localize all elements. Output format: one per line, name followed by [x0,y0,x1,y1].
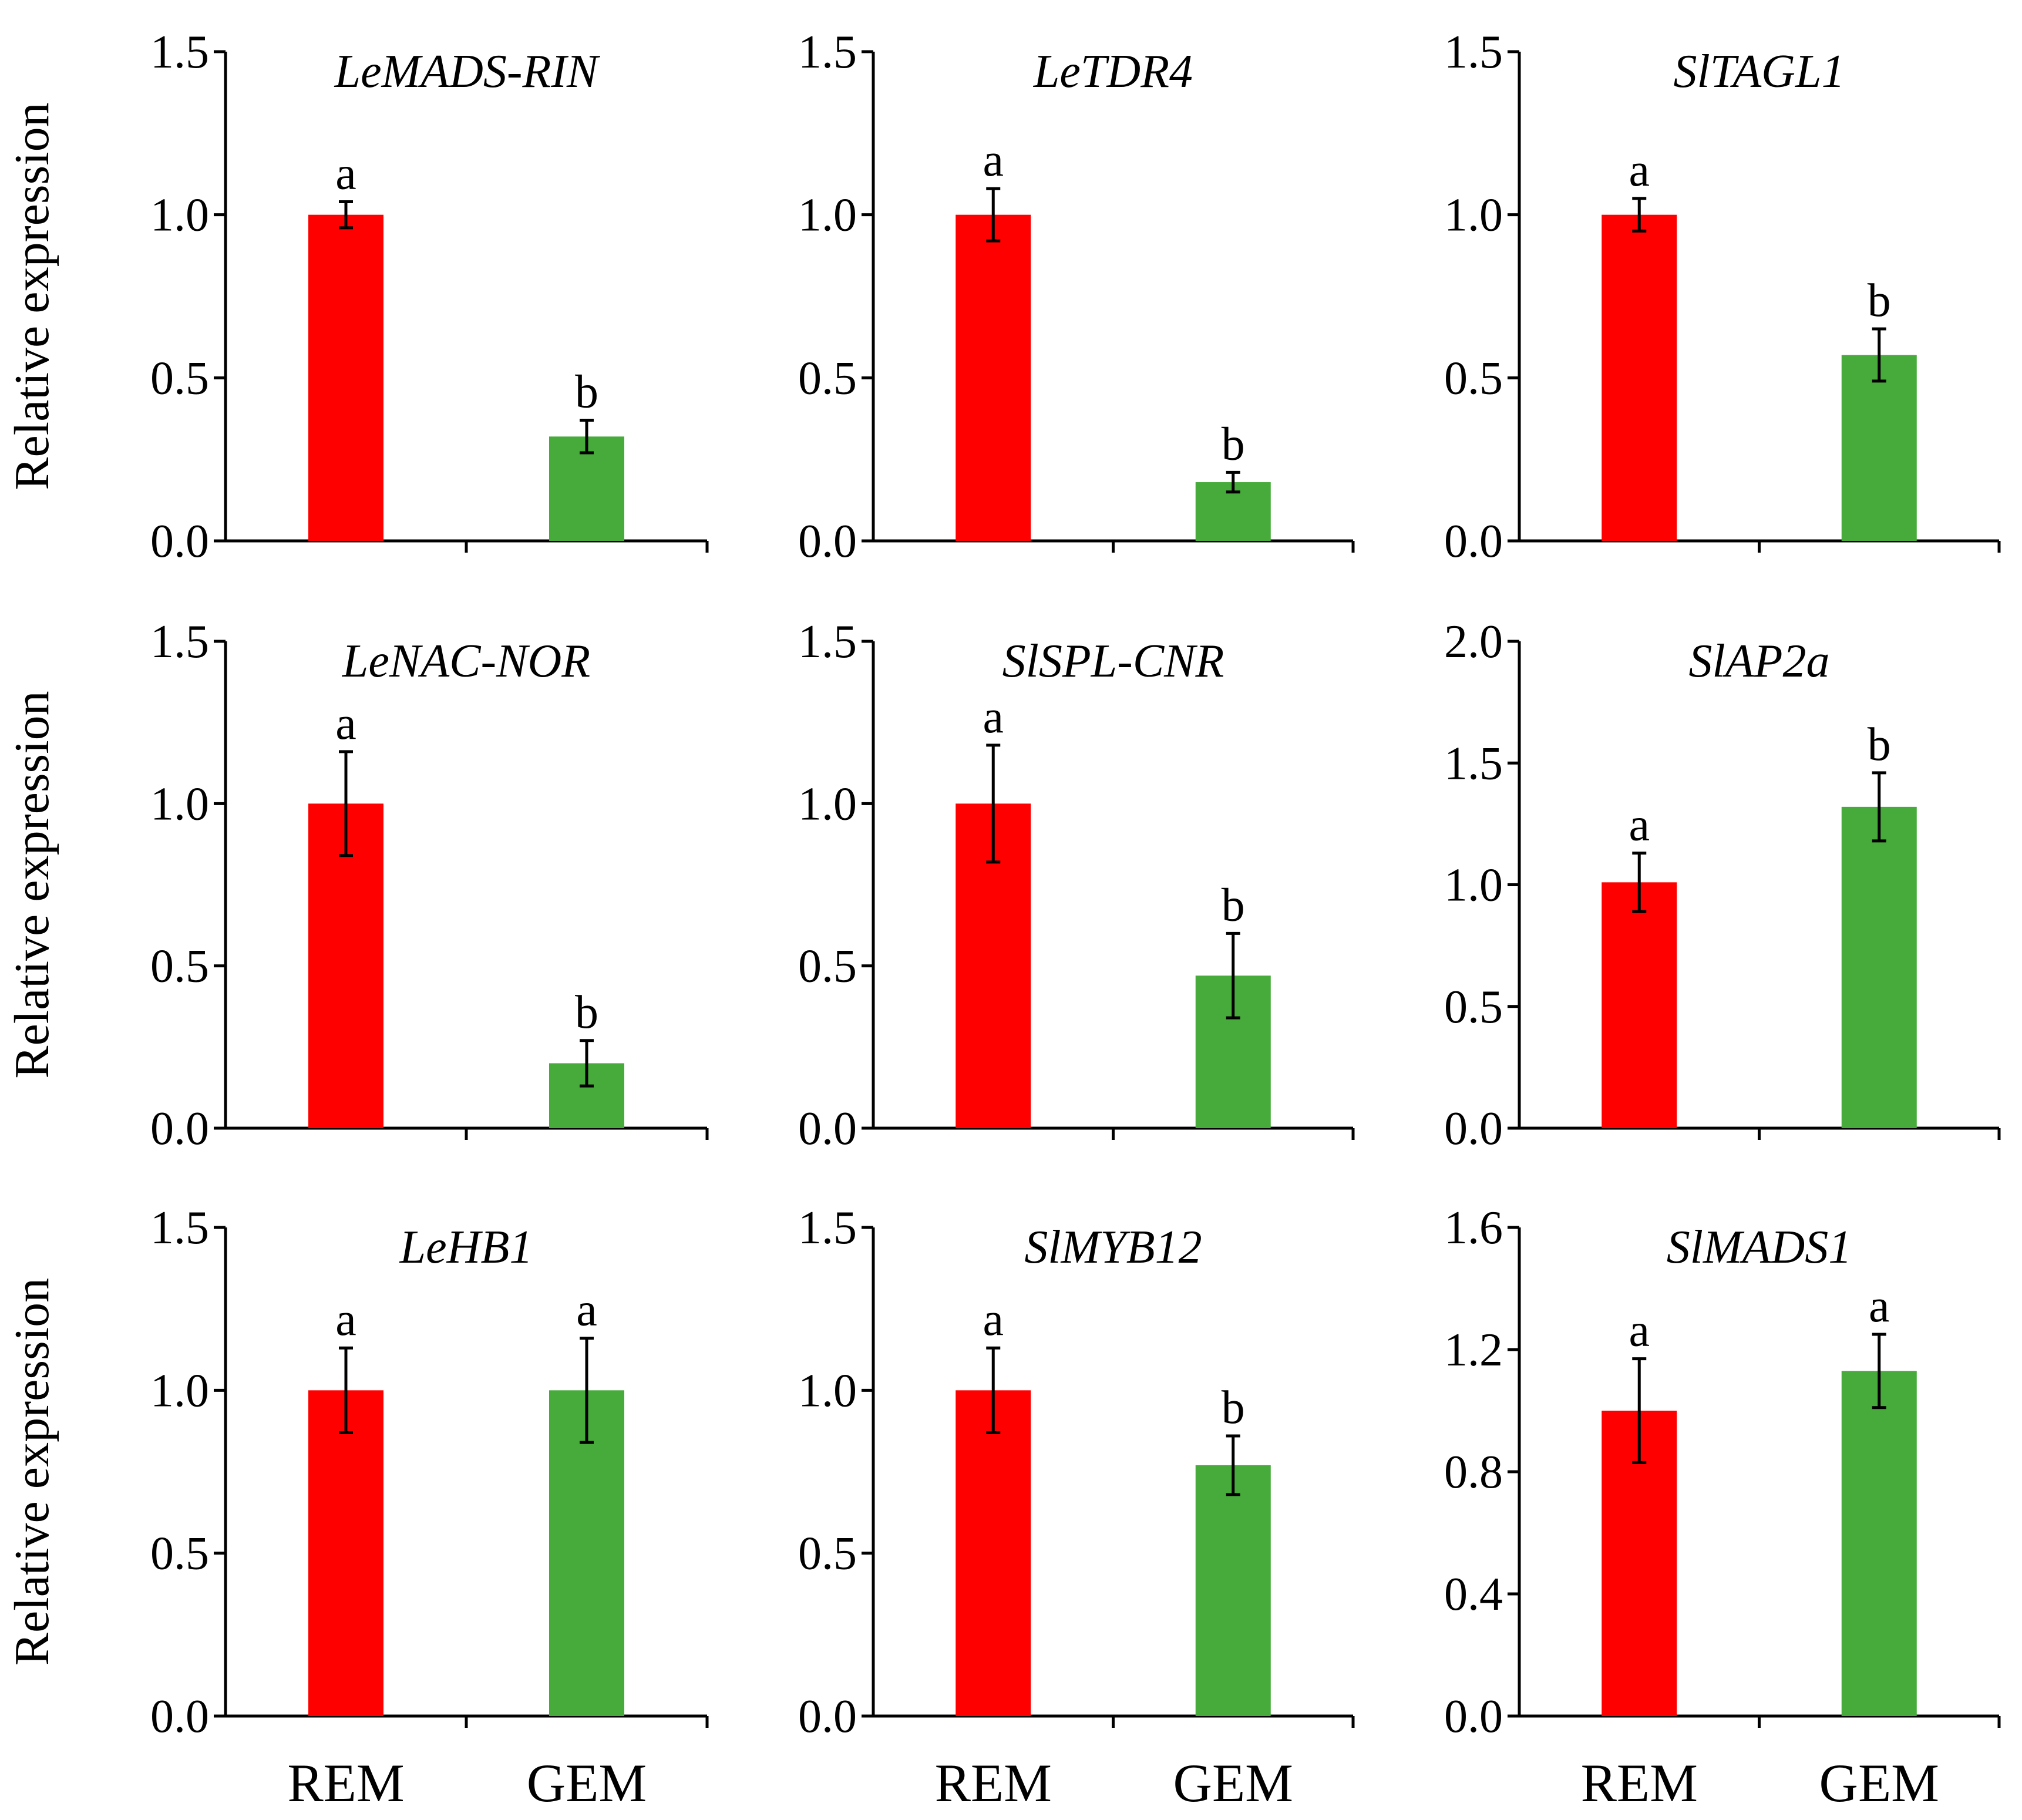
y-tick-label: 0.5 [1444,981,1503,1033]
y-tick-label: 1.0 [1444,860,1503,911]
y-tick-label: 1.0 [798,190,857,241]
panel-title: SlTAGL1 [1674,46,1845,97]
significance-letter: b [1868,275,1891,327]
y-tick-label: 0.4 [1444,1569,1503,1620]
y-tick-label: 0.0 [1444,516,1503,567]
significance-letter: b [1222,879,1245,931]
x-tick-label: GEM [527,1753,647,1813]
y-tick-label: 1.5 [150,26,209,78]
y-tick-label: 1.0 [150,190,209,241]
panel-sltagl1: 0.0 0.5 1.0 1.5 a b SlTAGL1 [1444,26,2001,567]
y-tick-label: 0.5 [1444,352,1503,404]
y-tick-label: 0.0 [1444,1691,1503,1742]
significance-letter: b [1222,1382,1245,1434]
y-tick-label: 0.5 [798,352,857,404]
panel-title: SlMADS1 [1667,1222,1852,1273]
significance-letter: a [335,147,356,199]
y-tick-label: 0.0 [150,516,209,567]
significance-letter: b [575,366,598,418]
panel-title: LeMADS-RIN [334,46,601,97]
x-tick-label: REM [1581,1753,1698,1813]
y-tick-label: 0.0 [798,1691,857,1742]
panel-slmyb12: 0.0 0.5 1.0 1.5 a REM b GEM SlMYB12 [798,1202,1355,1813]
y-tick-label: 0.5 [150,1528,209,1580]
y-tick-label: 1.5 [798,1202,857,1254]
significance-letter: a [335,698,356,749]
y-tick-label: 0.0 [798,516,857,567]
y-tick-label: 0.5 [150,941,209,993]
bar-rem [308,214,383,541]
y-tick-label: 1.0 [150,778,209,830]
y-tick-label: 1.5 [798,26,857,78]
significance-letter: b [1868,719,1891,771]
x-tick-label: REM [935,1753,1052,1813]
y-tick-label: 2.0 [1444,616,1503,668]
y-tick-label: 1.5 [798,616,857,668]
significance-letter: a [983,691,1004,743]
panel-slmads1: 0.0 0.4 0.8 1.2 1.6 a REM a GEM SlMADS1 [1444,1202,2001,1813]
y-tick-label: 0.8 [1444,1446,1503,1498]
y-tick-label: 1.5 [1444,738,1503,789]
y-tick-label: 1.0 [1444,190,1503,241]
y-tick-label: 0.0 [798,1103,857,1155]
bar-rem [1602,214,1677,541]
significance-letter: a [983,1294,1004,1345]
y-axis-label: Relative expression [5,691,59,1078]
y-tick-label: 0.0 [150,1691,209,1742]
panel-slap2a: 0.0 0.5 1.0 1.5 2.0 a b SlAP2a [1444,616,2001,1155]
y-tick-label: 1.0 [798,778,857,830]
x-tick-label: GEM [1173,1753,1293,1813]
panel-title: SlSPL-CNR [1002,635,1224,687]
y-tick-label: 0.5 [798,1528,857,1580]
y-axis-label: Relative expression [5,1278,59,1666]
bar-gem [549,1390,624,1716]
significance-letter: b [575,987,598,1038]
y-tick-label: 1.0 [798,1365,857,1417]
panel-title: LeNAC-NOR [342,635,590,687]
y-tick-label: 1.5 [150,1202,209,1254]
bar-rem [308,1390,383,1716]
panel-lehb1: 0.0 0.5 1.0 1.5 a REM a GEM LeHB1 Relative expres… [5,1202,709,1813]
y-tick-label: 0.5 [150,352,209,404]
x-tick-label: REM [287,1753,404,1813]
y-axis-label: Relative expression [5,102,59,490]
panel-title: SlMYB12 [1024,1222,1202,1273]
y-tick-label: 1.2 [1444,1324,1503,1376]
significance-letter: a [1629,799,1650,851]
significance-letter: a [1629,1305,1650,1357]
panel-title: LeTDR4 [1033,46,1193,97]
significance-letter: a [1629,144,1650,196]
significance-letter: a [1869,1280,1890,1332]
y-tick-label: 1.5 [150,616,209,668]
bar-gem [1841,806,1917,1128]
bar-gem [1841,355,1917,541]
significance-letter: a [576,1284,597,1336]
panel-lenac-nor: 0.0 0.5 1.0 1.5 a b LeNAC-NOR Relative expressi… [5,616,709,1155]
bar-rem [956,1390,1031,1716]
y-tick-label: 0.5 [798,941,857,993]
y-tick-label: 0.0 [1444,1103,1503,1155]
bar-rem [308,803,383,1128]
panel-title: SlAP2a [1689,635,1830,687]
bar-gem [1195,1465,1271,1716]
significance-letter: a [335,1294,356,1345]
bar-gem [1841,1371,1917,1716]
bar-rem [1602,882,1677,1128]
y-tick-label: 1.0 [150,1365,209,1417]
y-tick-label: 1.6 [1444,1202,1503,1254]
panel-title: LeHB1 [399,1222,533,1273]
significance-letter: a [983,134,1004,186]
y-tick-label: 0.0 [150,1103,209,1155]
bar-rem [956,214,1031,541]
panel-lemads-rin: 0.0 0.5 1.0 1.5 a b LeMADS-RIN Relative express… [5,26,709,567]
y-tick-label: 1.5 [1444,26,1503,78]
panel-slspl-cnr: 0.0 0.5 1.0 1.5 a b SlSPL-CNR [798,616,1355,1155]
x-tick-label: GEM [1819,1753,1939,1813]
panel-letdr4: 0.0 0.5 1.0 1.5 a b LeTDR4 [798,26,1355,567]
significance-letter: b [1222,418,1245,470]
